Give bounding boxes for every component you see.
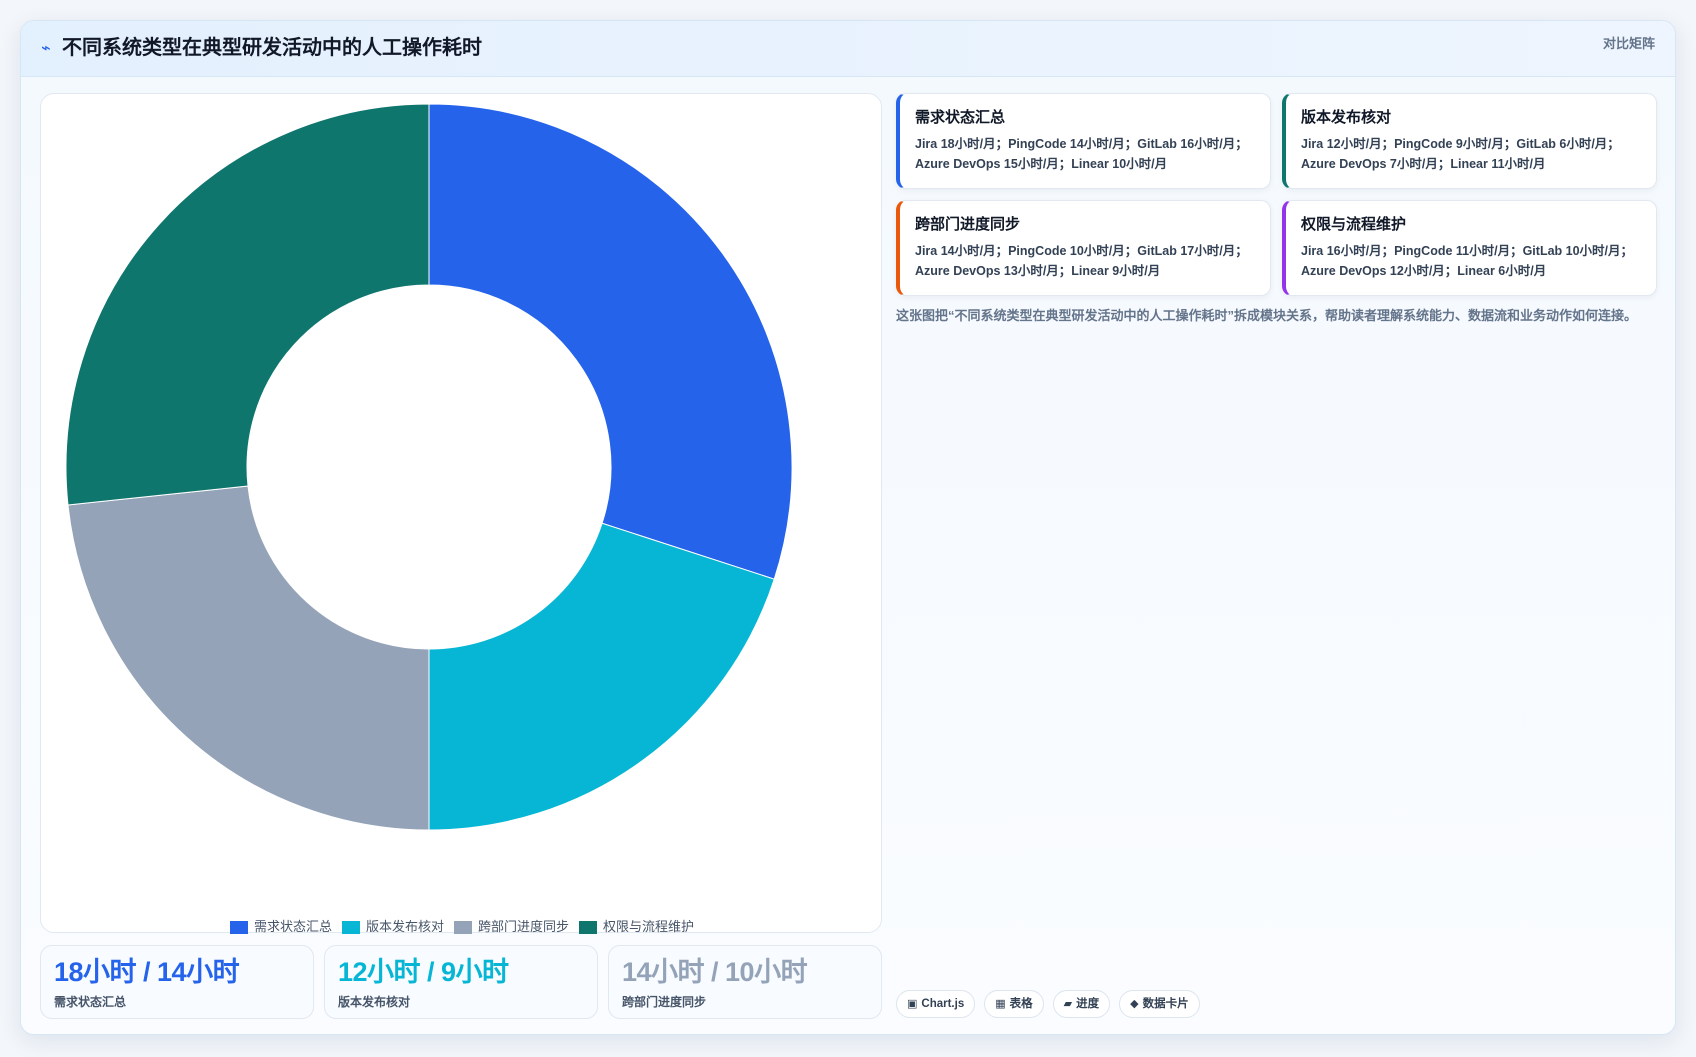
legend-item[interactable]: 跨部门进度同步 <box>454 918 569 936</box>
legend-label: 需求状态汇总 <box>253 919 332 934</box>
info-card-permission-maintenance: 权限与流程维护 Jira 16小时/月；PingCode 11小时/月；GitL… <box>1282 200 1657 296</box>
info-card-text: Jira 12小时/月；PingCode 9小时/月；GitLab 6小时/月；… <box>1301 137 1620 171</box>
info-card-title: 权限与流程维护 <box>1301 216 1407 233</box>
header-bar: ⌁ 不同系统类型在典型研发活动中的人工操作耗时 对比矩阵 <box>21 21 1675 77</box>
progress-icon: ▰ <box>1063 998 1073 1010</box>
chip-label: Chart.js <box>921 998 965 1010</box>
chip-label: 进度 <box>1076 998 1100 1010</box>
chart-description: 这张图把“不同系统类型在典型研发活动中的人工操作耗时”拆成模块关系，帮助读者理解… <box>896 308 1638 323</box>
kpi-label: 需求状态汇总 <box>54 995 127 1009</box>
feature-chips: ▣ Chart.js ▦ 表格 ▰ 进度 ◆ 数据卡片 <box>896 990 1200 1018</box>
info-card-cross-dept-sync: 跨部门进度同步 Jira 14小时/月；PingCode 10小时/月；GitL… <box>896 200 1271 296</box>
table-icon: ▦ <box>995 998 1006 1010</box>
chip-label: 表格 <box>1009 998 1033 1010</box>
chip-data-card[interactable]: ◆ 数据卡片 <box>1119 990 1200 1018</box>
chart-legend: 需求状态汇总 版本发布核对 跨部门进度同步 权限与流程维护 <box>41 918 883 936</box>
chip-table[interactable]: ▦ 表格 <box>984 990 1044 1018</box>
kpi-card-1: 18小时 / 14小时 需求状态汇总 <box>40 945 314 1019</box>
doughnut-chart-card: 需求状态汇总 版本发布核对 跨部门进度同步 权限与流程维护 <box>40 93 883 936</box>
info-card-title: 版本发布核对 <box>1301 109 1392 126</box>
kpi-value: 14小时 / 10小时 <box>622 957 808 987</box>
legend-swatch <box>579 920 598 934</box>
legend-label: 版本发布核对 <box>365 919 444 934</box>
doughnut-chart <box>65 103 793 831</box>
doughnut-slice-1[interactable] <box>428 103 793 580</box>
chip-chartjs[interactable]: ▣ Chart.js <box>896 990 976 1018</box>
info-card-text: Jira 16小时/月；PingCode 11小时/月；GitLab 10小时/… <box>1301 244 1634 278</box>
legend-swatch <box>454 920 472 934</box>
kpi-value: 18小时 / 14小时 <box>54 957 240 987</box>
info-card-title: 需求状态汇总 <box>915 109 1006 126</box>
doughnut-slice-2[interactable] <box>428 522 775 831</box>
legend-label: 权限与流程维护 <box>603 919 695 934</box>
kpi-value: 12小时 / 9小时 <box>338 957 509 987</box>
legend-item[interactable]: 需求状态汇总 <box>229 918 332 936</box>
dashboard-window: ⌁ 不同系统类型在典型研发活动中的人工操作耗时 对比矩阵 需求状态汇总版本发布核… <box>20 20 1676 1035</box>
legend-item[interactable]: 版本发布核对 <box>341 918 444 936</box>
legend-swatch <box>229 920 248 934</box>
info-card-release-check: 版本发布核对 Jira 12小时/月；PingCode 9小时/月；GitLab… <box>1282 93 1657 189</box>
header-tag: 对比矩阵 <box>1602 36 1655 51</box>
legend-label: 跨部门进度同步 <box>478 919 570 934</box>
info-card-text: Jira 14小时/月；PingCode 10小时/月；GitLab 17小时/… <box>915 244 1248 278</box>
legend-item[interactable]: 权限与流程维护 <box>579 918 694 936</box>
info-card-title: 跨部门进度同步 <box>915 216 1021 233</box>
info-card-text: Jira 18小时/月；PingCode 14小时/月；GitLab 16小时/… <box>915 137 1248 171</box>
diamond-icon: ◆ <box>1130 998 1139 1010</box>
info-card-requirement-status: 需求状态汇总 Jira 18小时/月；PingCode 14小时/月；GitLa… <box>896 93 1271 189</box>
chip-progress[interactable]: ▰ 进度 <box>1052 990 1111 1018</box>
chart-icon: ⌁ <box>41 40 51 57</box>
doughnut-slice-3[interactable] <box>67 485 430 831</box>
chip-label: 数据卡片 <box>1142 998 1189 1010</box>
kpi-label: 跨部门进度同步 <box>622 995 707 1009</box>
chart-icon: ▣ <box>907 998 918 1010</box>
kpi-label: 版本发布核对 <box>338 995 411 1009</box>
doughnut-slice-4[interactable] <box>65 103 430 506</box>
legend-swatch <box>341 920 360 934</box>
kpi-card-2: 12小时 / 9小时 版本发布核对 <box>324 945 598 1019</box>
page-title: 不同系统类型在典型研发活动中的人工操作耗时 <box>62 37 482 59</box>
kpi-card-3: 14小时 / 10小时 跨部门进度同步 <box>608 945 882 1019</box>
